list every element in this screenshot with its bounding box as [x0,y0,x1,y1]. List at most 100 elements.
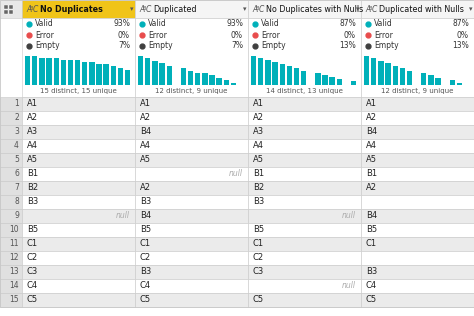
Bar [265,60,271,85]
Bar [135,293,248,307]
Bar [96,64,102,85]
Bar [361,18,474,97]
Bar [248,293,361,307]
Bar [202,73,208,85]
Text: B: B [256,5,259,10]
Bar [361,153,474,167]
Text: null: null [116,211,130,221]
Text: 4: 4 [14,142,19,150]
Bar [46,58,52,85]
Text: 13: 13 [9,268,19,276]
Text: C: C [259,4,264,14]
Bar [361,125,474,139]
Bar [22,181,135,195]
Bar [337,79,342,85]
Bar [217,78,222,85]
Text: ▾: ▾ [356,6,359,12]
Bar [248,223,361,237]
Text: null: null [342,282,356,290]
Bar [135,181,248,195]
Bar [0,97,22,111]
Text: 13%: 13% [339,41,356,51]
Text: B: B [30,5,33,10]
Text: B4: B4 [366,211,377,221]
Bar [0,251,22,265]
Bar [188,70,193,85]
Bar [159,63,165,85]
Bar [361,237,474,251]
Bar [25,56,30,85]
Bar [135,97,248,111]
Bar [32,56,37,85]
Bar [0,181,22,195]
Bar [103,64,109,85]
Text: 12 distinct, 9 unique: 12 distinct, 9 unique [155,88,228,94]
Text: 10: 10 [9,226,19,234]
Bar [22,18,135,97]
Text: 13%: 13% [452,41,469,51]
Bar [0,209,22,223]
Text: Error: Error [374,31,393,40]
Bar [0,195,22,209]
Text: C: C [33,4,38,14]
Bar [457,82,462,85]
Bar [428,75,434,85]
Text: B3: B3 [27,198,38,206]
Text: 0%: 0% [118,31,130,40]
Bar [22,265,135,279]
Bar [135,279,248,293]
Bar [135,195,248,209]
Text: B5: B5 [366,226,377,234]
Text: B1: B1 [27,169,38,179]
Bar [135,125,248,139]
Bar [361,223,474,237]
Text: Error: Error [35,31,54,40]
Bar [22,223,135,237]
Bar [195,73,201,85]
Bar [181,68,186,85]
Text: B2: B2 [27,184,38,192]
Text: A2: A2 [366,113,377,123]
Text: A2: A2 [27,113,38,123]
Bar [9,10,13,14]
Bar [22,153,135,167]
Bar [22,251,135,265]
Bar [407,70,412,85]
Bar [248,167,361,181]
Text: ▾: ▾ [130,6,134,12]
Bar [152,61,158,85]
Text: null: null [342,211,356,221]
Text: B: B [143,5,146,10]
Text: B: B [369,5,373,10]
Bar [0,237,22,251]
Bar [135,223,248,237]
Bar [224,80,229,85]
Text: A2: A2 [253,113,264,123]
Bar [371,58,376,85]
Text: B4: B4 [366,127,377,137]
Bar [421,73,427,85]
Text: 87%: 87% [339,20,356,28]
Bar [22,97,135,111]
Bar [392,66,398,85]
Bar [210,75,215,85]
Bar [361,209,474,223]
Bar [0,0,22,18]
Bar [22,209,135,223]
Bar [248,195,361,209]
Bar [22,279,135,293]
Bar [135,167,248,181]
Bar [166,66,172,85]
Bar [39,58,45,85]
Text: A5: A5 [366,155,377,165]
Bar [361,139,474,153]
Bar [0,265,22,279]
Bar [135,265,248,279]
Text: ▾: ▾ [243,6,246,12]
Bar [361,195,474,209]
Bar [361,181,474,195]
Text: Duplicated with Nulls: Duplicated with Nulls [379,4,464,14]
Bar [22,111,135,125]
Text: A5: A5 [140,155,151,165]
Text: A5: A5 [27,155,38,165]
